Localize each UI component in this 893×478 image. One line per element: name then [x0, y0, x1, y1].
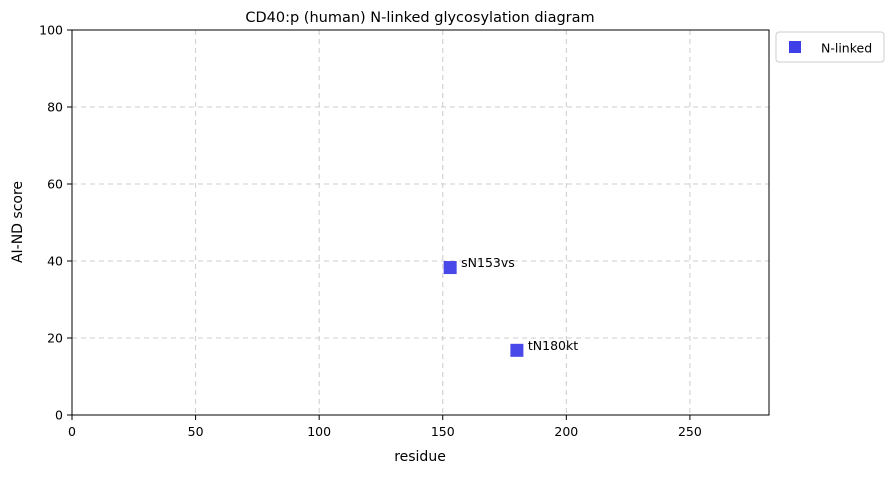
x-tick-label: 100: [307, 424, 331, 439]
y-tick-label: 0: [55, 408, 63, 423]
y-axis-label: AI-ND score: [10, 181, 26, 263]
x-tick-label: 200: [554, 424, 578, 439]
y-tick-label: 40: [47, 254, 63, 269]
y-tick-label: 80: [47, 100, 63, 115]
data-point-label: sN153vs: [461, 255, 515, 270]
legend-label-n-linked: N-linked: [821, 41, 872, 56]
legend: N-linked: [775, 31, 885, 63]
chart-title: CD40:p (human) N-linked glycosylation di…: [245, 10, 594, 26]
data-point-marker: [510, 343, 524, 357]
x-axis-label: residue: [394, 449, 446, 465]
x-tick-label: 150: [431, 424, 455, 439]
y-tick-label: 100: [39, 23, 63, 38]
x-axis: 0 50 100 150 200 250: [68, 415, 702, 439]
x-tick-label: 50: [188, 424, 204, 439]
y-tick-label: 20: [47, 331, 63, 346]
legend-marker-square: [789, 41, 801, 53]
y-axis: 0 20 40 60 80 100: [39, 23, 72, 423]
x-tick-label: 0: [68, 424, 76, 439]
legend-frame: [775, 31, 885, 63]
y-tick-label: 60: [47, 177, 63, 192]
grid-lines: [72, 30, 769, 415]
data-points: sN153vs tN180kt: [443, 255, 578, 357]
plot-frame: [71, 29, 770, 416]
x-tick-label: 250: [678, 424, 702, 439]
data-point-marker: [443, 261, 457, 275]
data-point-label: tN180kt: [528, 338, 578, 353]
